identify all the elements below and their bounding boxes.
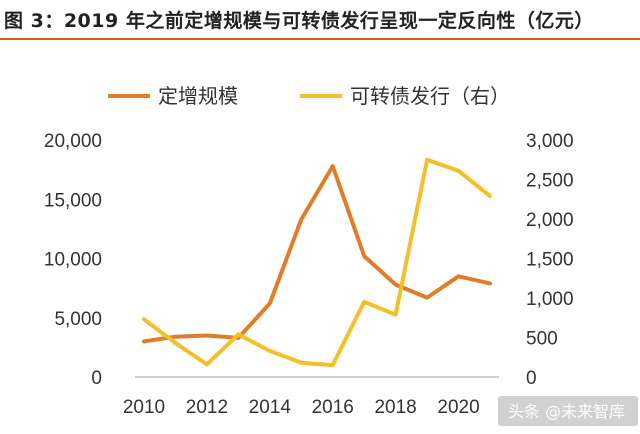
watermark-background	[498, 396, 638, 426]
y-right-tick-label: 1,000	[526, 289, 574, 310]
x-tick-label: 2014	[249, 397, 292, 418]
x-tick-label: 2010	[123, 397, 165, 418]
legend: 定增规模 可转债发行（右）	[108, 84, 510, 108]
y-right-tick-label: 0	[526, 368, 537, 389]
y-left-tick-label: 15,000	[44, 190, 102, 211]
series-line-dingzeng	[142, 164, 492, 344]
y-right-tick-label: 3,000	[526, 131, 574, 152]
y-right-tick-label: 500	[526, 329, 558, 350]
x-tick-label: 2016	[312, 397, 354, 418]
y-left-tick-label: 10,000	[44, 250, 102, 271]
chart-title: 图 3：2019 年之前定增规模与可转债发行呈现一定反向性（亿元）	[4, 10, 594, 32]
y-right-tick-label: 1,500	[526, 250, 574, 271]
y-left-tick-label: 5,000	[54, 309, 102, 330]
series-line-convertible	[142, 157, 492, 368]
y-left-tick-label: 0	[91, 368, 102, 389]
x-tick-label: 2018	[374, 397, 416, 418]
y-right-tick-label: 2,000	[526, 210, 574, 231]
x-tick-label: 2012	[186, 397, 228, 418]
watermark: 头条 @未来智库	[498, 396, 638, 426]
axes: 2010 2012 2014 2016 2018 2020 0 5,000 10,000 15,0…	[44, 131, 574, 418]
x-tick-label: 2020	[437, 397, 479, 418]
y-right-tick-label: 2,500	[526, 171, 574, 192]
series-lines	[142, 157, 492, 368]
legend-label-dingzeng: 定增规模	[158, 84, 238, 108]
title-divider	[0, 38, 640, 40]
legend-label-convertible: 可转债发行（右）	[350, 84, 510, 108]
y-left-tick-label: 20,000	[44, 131, 102, 152]
watermark-text: 头条 @未来智库	[508, 402, 625, 421]
